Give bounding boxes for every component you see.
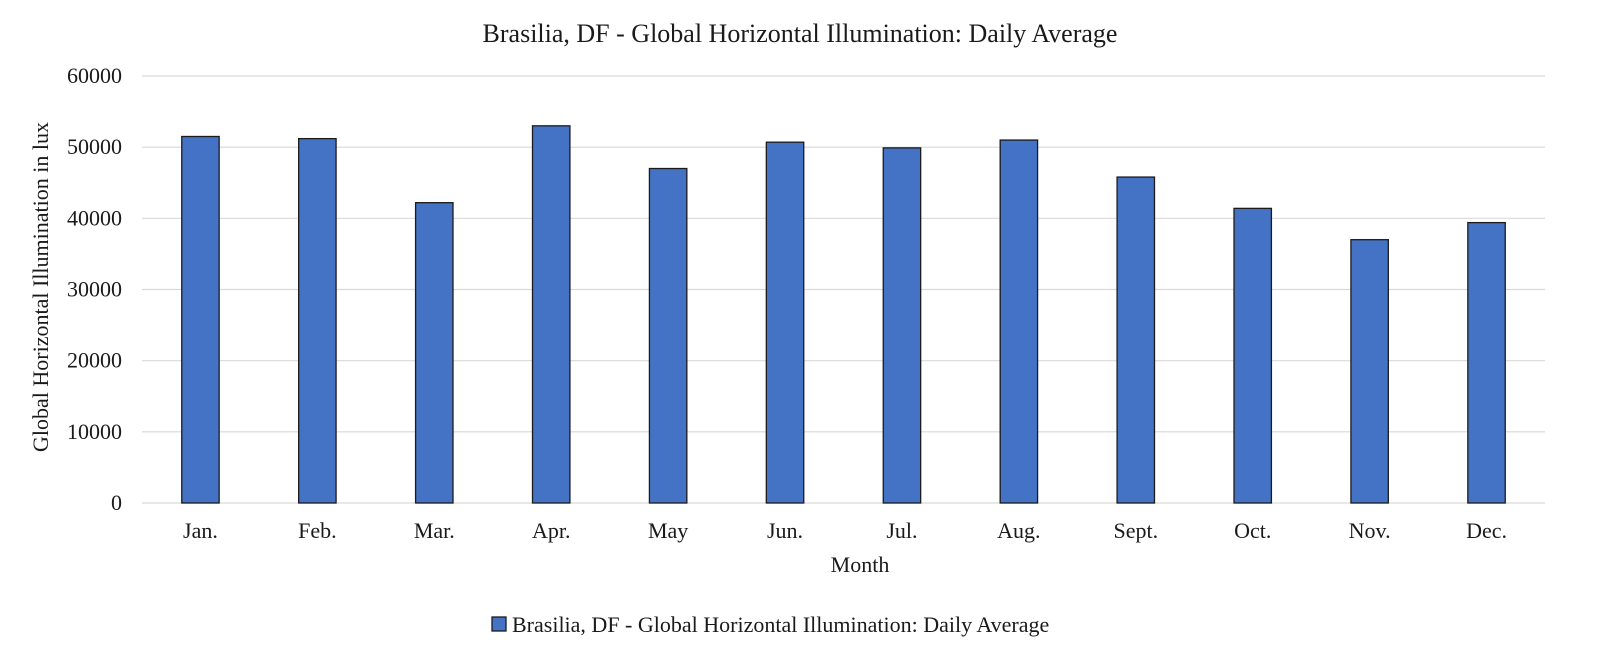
y-axis-label: Global Horizontal Illumination in lux (28, 122, 53, 452)
y-tick-labels: 0 10000 20000 30000 40000 50000 60000 (67, 63, 122, 515)
x-tick-label-oct: Oct. (1234, 518, 1271, 543)
x-tick-labels: Jan. Feb. Mar. Apr. May Jun. Jul. Aug. Sept. Oct.… (183, 518, 1507, 543)
x-tick-label-aug: Aug. (997, 518, 1040, 543)
y-tick-label-0: 0 (111, 490, 122, 515)
legend-label: Brasilia, DF - Global Horizontal Illumin… (512, 612, 1049, 637)
x-tick-label-jan: Jan. (183, 518, 218, 543)
x-tick-label-apr: Apr. (532, 518, 571, 543)
y-tick-label-6: 60000 (67, 63, 122, 88)
y-tick-label-1: 10000 (67, 419, 122, 444)
chart-title: Brasilia, DF - Global Horizontal Illumin… (483, 19, 1118, 48)
bar-dec (1467, 221, 1506, 504)
bar-feb (298, 137, 337, 504)
x-tick-label-feb: Feb. (298, 518, 337, 543)
x-tick-label-dec: Dec. (1466, 518, 1507, 543)
legend: Brasilia, DF - Global Horizontal Illumin… (491, 612, 1049, 637)
gridlines (142, 75, 1545, 504)
x-tick-label-sept: Sept. (1113, 518, 1158, 543)
bar-may (648, 167, 688, 504)
y-tick-label-5: 50000 (67, 134, 122, 159)
bar-mar (414, 202, 454, 504)
bar-sept (1116, 176, 1156, 504)
y-tick-label-3: 30000 (67, 277, 122, 302)
bars (181, 125, 1506, 504)
x-tick-label-nov: Nov. (1349, 518, 1391, 543)
y-tick-label-2: 20000 (67, 348, 122, 373)
legend-swatch (491, 616, 507, 632)
x-tick-label-mar: Mar. (414, 518, 455, 543)
x-tick-label-may: May (648, 518, 688, 543)
y-tick-label-4: 40000 (67, 205, 122, 230)
x-tick-label-jul: Jul. (886, 518, 917, 543)
bar-aug (999, 139, 1039, 504)
bar-jun (765, 141, 805, 504)
x-axis-label: Month (831, 552, 890, 577)
x-tick-label-jun: Jun. (767, 518, 803, 543)
bar-jan (181, 135, 220, 504)
bar-nov (1350, 239, 1389, 504)
bar-oct (1233, 207, 1273, 504)
bar-jul (882, 147, 922, 504)
bar-apr (531, 125, 571, 504)
